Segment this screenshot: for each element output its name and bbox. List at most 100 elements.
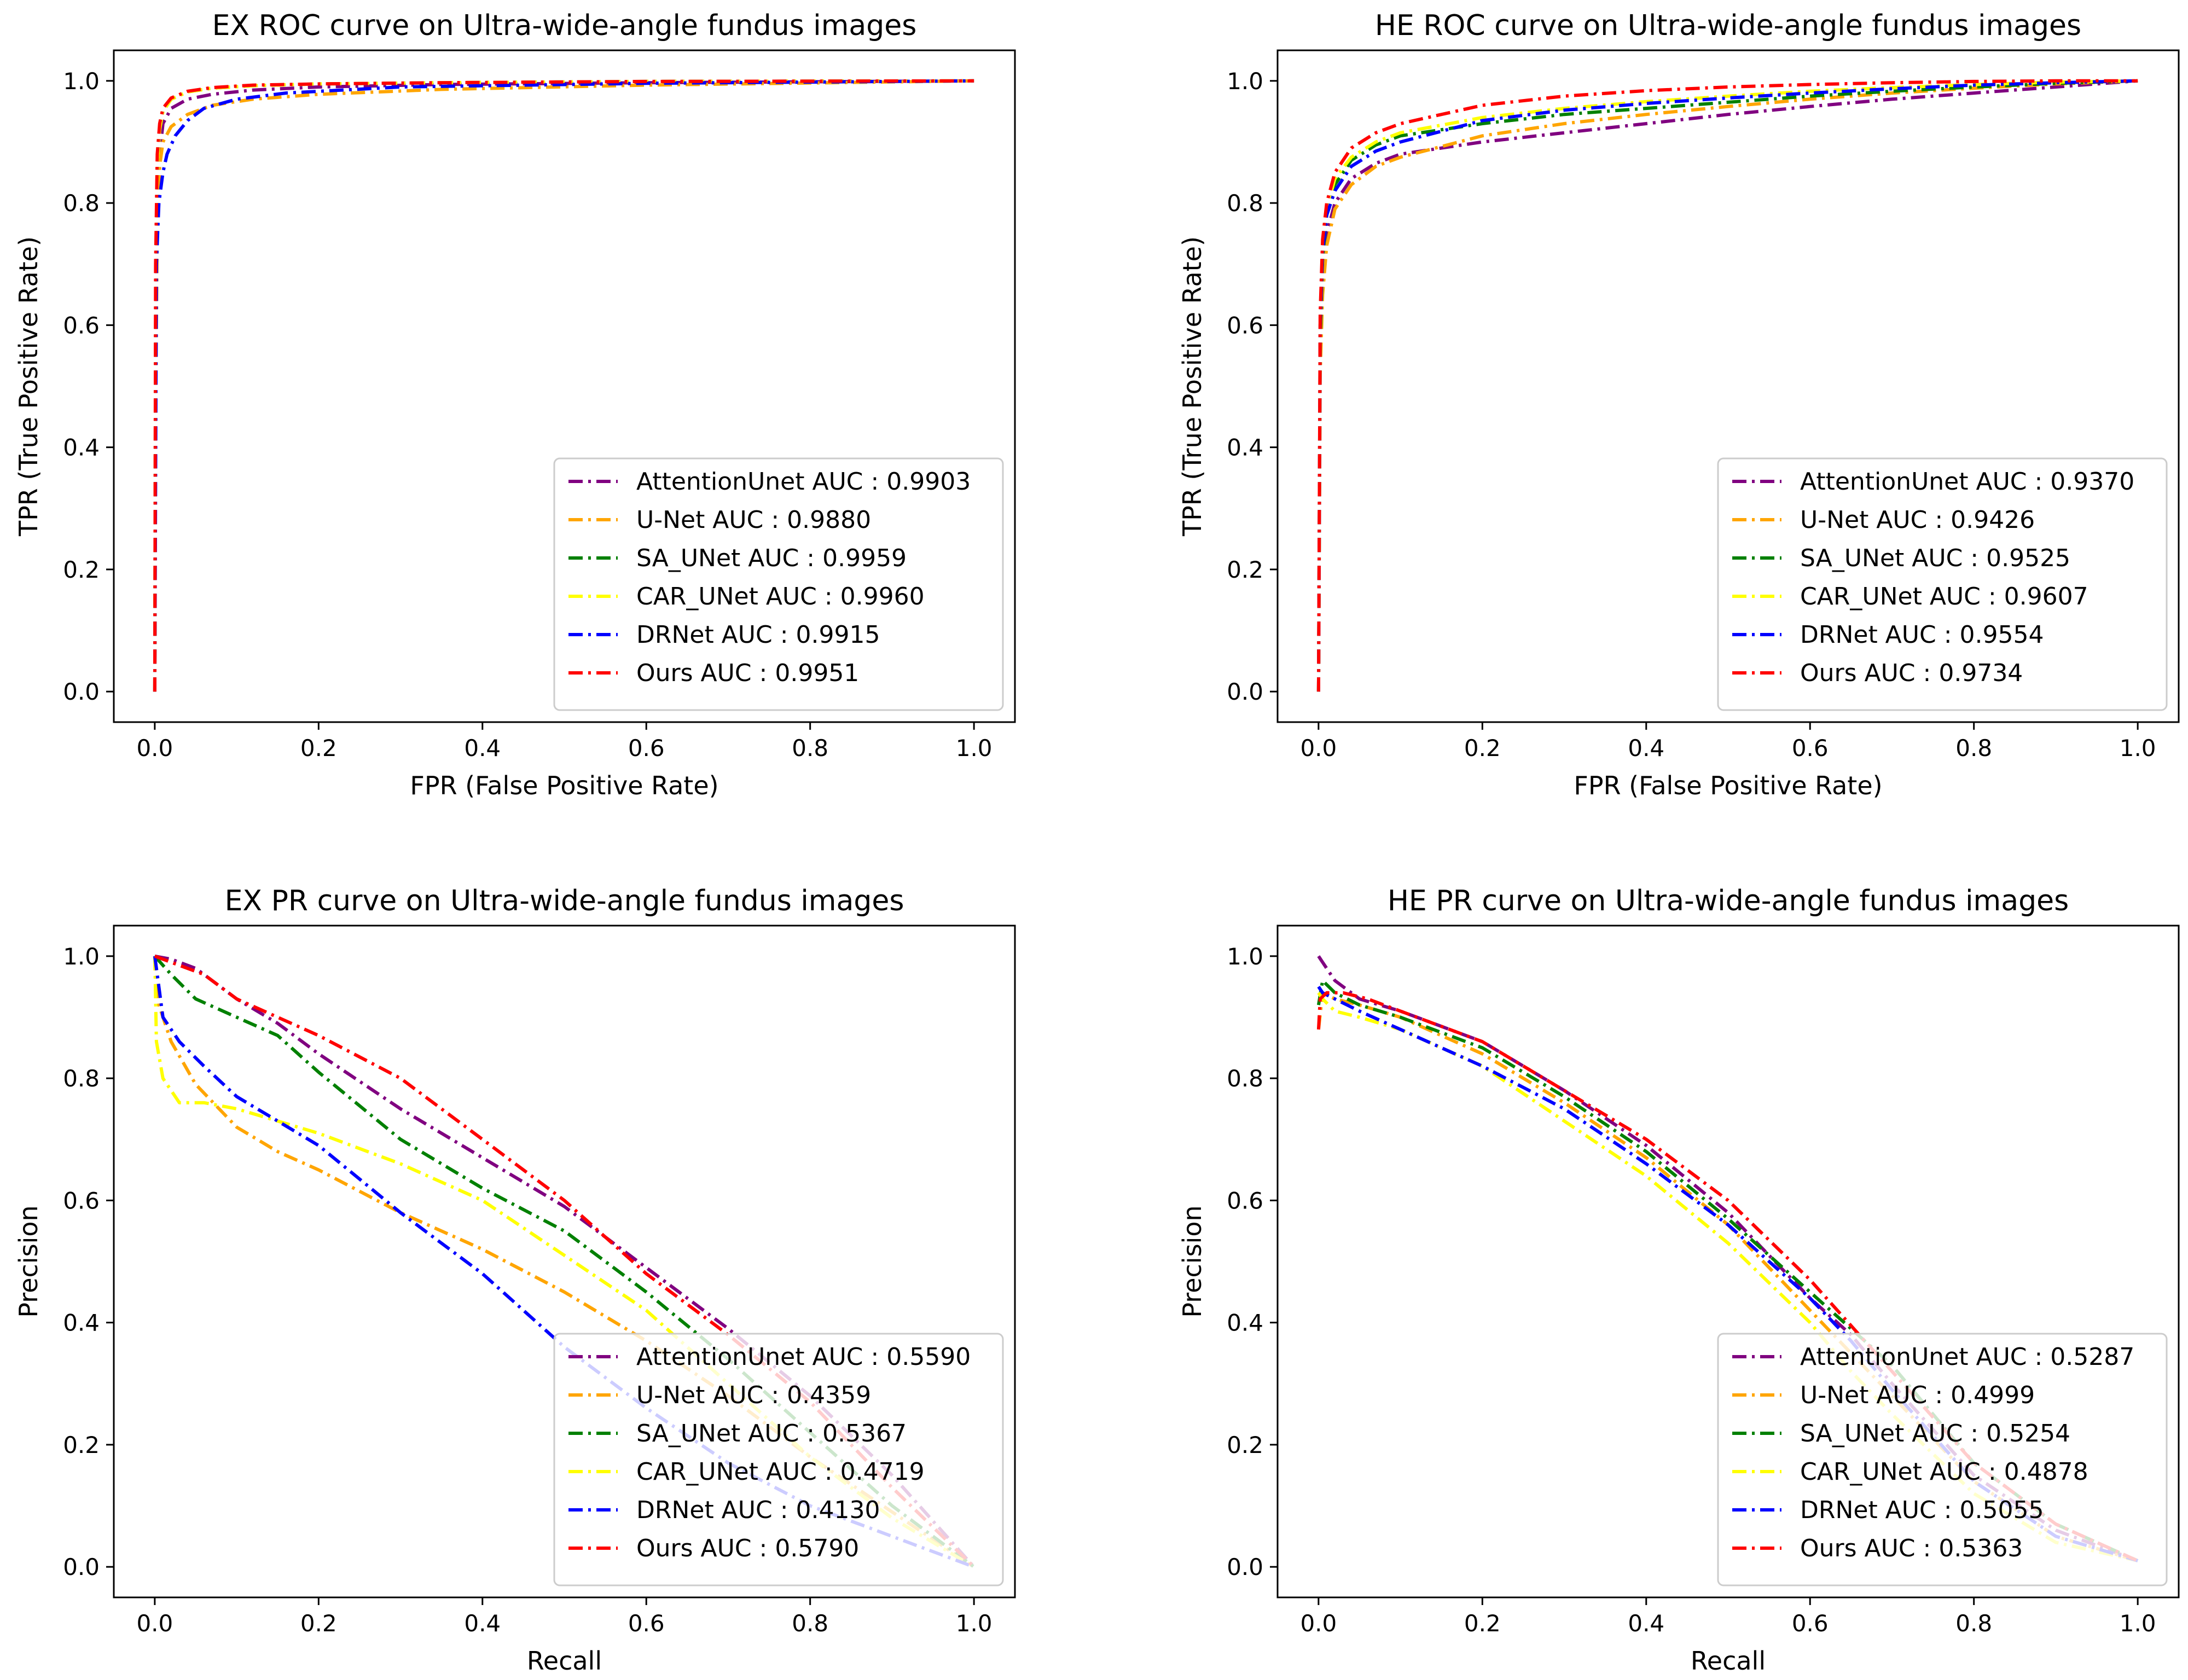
he-pr-legend-label: U-Net AUC : 0.4999 bbox=[1800, 1381, 2035, 1409]
he-pr-legend-label: SA_UNet AUC : 0.5254 bbox=[1800, 1420, 2070, 1448]
ex-pr-axes-frame bbox=[113, 925, 1016, 1598]
he-pr-series-line-sa-unet bbox=[1316, 979, 2139, 1562]
he-pr-series-line-u-net bbox=[1316, 991, 2138, 1562]
ex-roc-ytick-label: 0.6 bbox=[63, 312, 100, 339]
he-pr-legend-label: Ours AUC : 0.5363 bbox=[1800, 1534, 2023, 1562]
he-pr-legend-box bbox=[1717, 1333, 2168, 1586]
he-pr-axes-frame bbox=[1276, 925, 2180, 1598]
he-roc-ytick-label: 0.8 bbox=[1227, 190, 1263, 217]
ex-pr-legend-label: DRNet AUC : 0.4130 bbox=[636, 1496, 880, 1524]
ex-pr-series-line-car-unet bbox=[153, 956, 975, 1568]
he-roc-xlabel: FPR (False Positive Rate) bbox=[1574, 771, 1882, 800]
ex-pr-ytick-label: 0.6 bbox=[63, 1187, 100, 1214]
ex-pr-ytick-label: 0.4 bbox=[63, 1310, 100, 1336]
ex-pr-legend-label: Ours AUC : 0.5790 bbox=[636, 1534, 859, 1562]
ex-roc-xlabel: FPR (False Positive Rate) bbox=[410, 771, 718, 800]
he-roc-legend-label: SA_UNet AUC : 0.9525 bbox=[1800, 544, 2070, 572]
ex-pr-xtick-label: 1.0 bbox=[956, 1610, 993, 1637]
ex-pr-ylabel: Precision bbox=[14, 1205, 43, 1317]
ex-pr-xtick-label: 0.0 bbox=[136, 1610, 173, 1637]
ex-pr-legend-label: CAR_UNet AUC : 0.4719 bbox=[636, 1458, 925, 1486]
ex-roc-panel: EX ROC curve on Ultra-wide-angle fundus … bbox=[14, 9, 1016, 800]
ex-roc-legend-label: Ours AUC : 0.9951 bbox=[636, 659, 859, 687]
ex-roc-series-line-attentionunet bbox=[153, 79, 974, 692]
he-pr-xtick-label: 0.2 bbox=[1464, 1610, 1501, 1637]
he-roc-panel: HE ROC curve on Ultra-wide-angle fundus … bbox=[1177, 9, 2180, 800]
he-pr-legend: AttentionUnet AUC : 0.5287 U-Net AUC : 0.… bbox=[1717, 1333, 2168, 1586]
ex-roc-legend-label: AttentionUnet AUC : 0.9903 bbox=[636, 468, 971, 496]
ex-pr-series-line-ours bbox=[154, 954, 976, 1568]
he-roc-xtick-label: 1.0 bbox=[2120, 735, 2156, 761]
ex-roc-ytick-label: 0.8 bbox=[63, 190, 100, 217]
he-pr-xtick-label: 1.0 bbox=[2120, 1610, 2156, 1637]
he-roc-series-group bbox=[1316, 79, 2138, 692]
he-roc-series-line-attentionunet bbox=[1316, 79, 2138, 692]
ex-roc-xtick-label: 0.2 bbox=[300, 735, 337, 761]
he-roc-series-line-sa-unet bbox=[1316, 79, 2138, 692]
he-pr-xlabel: Recall bbox=[1691, 1646, 1766, 1676]
he-roc-axes-frame bbox=[1276, 49, 2180, 723]
he-roc-legend-label: DRNet AUC : 0.9554 bbox=[1800, 621, 2044, 649]
ex-roc-legend: AttentionUnet AUC : 0.9903 U-Net AUC : 0.… bbox=[553, 457, 1004, 711]
ex-pr-ytick-label: 0.8 bbox=[63, 1065, 100, 1092]
ex-pr-legend-box bbox=[553, 1333, 1004, 1586]
ex-pr-xtick-label: 0.2 bbox=[300, 1610, 337, 1637]
ex-pr-xtick-label: 0.6 bbox=[628, 1610, 665, 1637]
ex-pr-ytick-label: 0.2 bbox=[63, 1432, 100, 1458]
ex-roc-xtick-label: 0.8 bbox=[792, 735, 828, 761]
he-roc-xtick-label: 0.0 bbox=[1300, 735, 1337, 761]
he-pr-ylabel: Precision bbox=[1177, 1205, 1207, 1317]
he-pr-xtick-label: 0.0 bbox=[1300, 1610, 1337, 1637]
he-roc-xtick-label: 0.8 bbox=[1955, 735, 1992, 761]
he-pr-ytick-label: 0.8 bbox=[1227, 1065, 1263, 1092]
he-pr-ytick-label: 1.0 bbox=[1227, 943, 1263, 970]
he-roc-title: HE ROC curve on Ultra-wide-angle fundus … bbox=[1375, 9, 2081, 42]
ex-pr-legend-label: U-Net AUC : 0.4359 bbox=[636, 1381, 871, 1409]
he-roc-legend-label: Ours AUC : 0.9734 bbox=[1800, 659, 2023, 687]
he-pr-legend-label: AttentionUnet AUC : 0.5287 bbox=[1800, 1343, 2134, 1371]
ex-pr-panel: EX PR curve on Ultra-wide-angle fundus i… bbox=[14, 885, 1016, 1676]
he-pr-xtick-label: 0.4 bbox=[1628, 1610, 1664, 1637]
ex-pr-xlabel: Recall bbox=[527, 1646, 602, 1676]
he-pr-title: HE PR curve on Ultra-wide-angle fundus i… bbox=[1388, 885, 2069, 917]
he-roc-ytick-label: 1.0 bbox=[1227, 68, 1263, 95]
ex-pr-legend: AttentionUnet AUC : 0.5590 U-Net AUC : 0.… bbox=[553, 1333, 1004, 1586]
ex-pr-legend-label: SA_UNet AUC : 0.5367 bbox=[636, 1420, 907, 1448]
ex-roc-legend-label: CAR_UNet AUC : 0.9960 bbox=[636, 583, 925, 611]
he-roc-legend-box bbox=[1717, 457, 2168, 711]
ex-roc-xtick-label: 0.6 bbox=[628, 735, 665, 761]
ex-pr-title: EX PR curve on Ultra-wide-angle fundus i… bbox=[225, 885, 904, 917]
ex-pr-ytick-label: 1.0 bbox=[63, 943, 100, 970]
he-roc-legend-label: U-Net AUC : 0.9426 bbox=[1800, 506, 2035, 534]
ex-roc-ytick-label: 0.4 bbox=[63, 434, 100, 461]
ex-roc-title: EX ROC curve on Ultra-wide-angle fundus … bbox=[212, 9, 917, 42]
he-roc-xtick-label: 0.4 bbox=[1628, 735, 1664, 761]
ex-pr-xtick-label: 0.4 bbox=[464, 1610, 501, 1637]
ex-roc-ytick-label: 0.2 bbox=[63, 556, 100, 583]
ex-pr-ytick-label: 0.0 bbox=[63, 1554, 100, 1580]
he-roc-ylabel: TPR (True Positive Rate) bbox=[1177, 236, 1207, 537]
ex-roc-xtick-label: 0.0 bbox=[136, 735, 173, 761]
he-roc-ytick-label: 0.4 bbox=[1227, 434, 1263, 461]
ex-roc-ytick-label: 0.0 bbox=[63, 678, 100, 705]
ex-roc-xtick-label: 0.4 bbox=[464, 735, 501, 761]
he-pr-panel: HE PR curve on Ultra-wide-angle fundus i… bbox=[1177, 885, 2180, 1676]
ex-pr-series-line-u-net bbox=[153, 956, 975, 1568]
ex-roc-ytick-label: 1.0 bbox=[63, 68, 100, 95]
ex-roc-ylabel: TPR (True Positive Rate) bbox=[14, 236, 43, 537]
he-pr-xtick-label: 0.6 bbox=[1792, 1610, 1829, 1637]
he-roc-xtick-label: 0.6 bbox=[1792, 735, 1829, 761]
he-roc-legend-label: CAR_UNet AUC : 0.9607 bbox=[1800, 583, 2088, 611]
ex-pr-series-line-sa-unet bbox=[153, 955, 975, 1568]
he-roc-legend: AttentionUnet AUC : 0.9370 U-Net AUC : 0.… bbox=[1717, 457, 2168, 711]
ex-roc-legend-label: U-Net AUC : 0.9880 bbox=[636, 506, 871, 534]
he-roc-series-line-drnet bbox=[1316, 79, 2138, 692]
ex-pr-xtick-label: 0.8 bbox=[792, 1610, 828, 1637]
he-pr-ytick-label: 0.4 bbox=[1227, 1310, 1263, 1336]
he-roc-xtick-label: 0.2 bbox=[1464, 735, 1501, 761]
ex-roc-series-line-ours bbox=[153, 79, 974, 692]
he-roc-ytick-label: 0.0 bbox=[1227, 678, 1263, 705]
he-roc-legend-label: AttentionUnet AUC : 0.9370 bbox=[1800, 468, 2134, 496]
he-pr-ytick-label: 0.0 bbox=[1227, 1554, 1263, 1580]
